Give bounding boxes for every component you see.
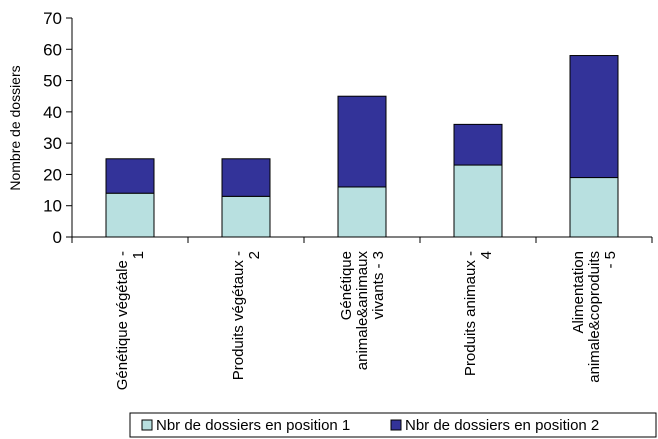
x-category-label: Produits végétaux - (230, 251, 247, 380)
y-axis-title: Nombre de dossiers (7, 65, 23, 190)
bar-segment-series-1 (453, 164, 503, 238)
x-category-label: vivants - 3 (370, 251, 387, 319)
y-tick-label: 10 (43, 197, 62, 216)
bar-segment-series-2 (569, 55, 619, 179)
x-category-label: 4 (478, 251, 495, 259)
legend-label-series-1: Nbr de dossiers en position 1 (156, 417, 350, 434)
bar-segment-series-2 (337, 95, 387, 188)
x-category-label: 1 (130, 251, 147, 259)
x-category-label: 2 (246, 251, 263, 259)
x-category-label: Génétique (338, 251, 355, 320)
axes (71, 18, 652, 238)
y-tick-label: 40 (43, 103, 62, 122)
x-category-label: Génétique végétale - (114, 251, 131, 390)
y-tick-label: 0 (53, 228, 62, 247)
legend-label-series-2: Nbr de dossiers en position 2 (405, 417, 599, 434)
y-tick-label: 20 (43, 165, 62, 184)
y-tick-label: 30 (43, 134, 62, 153)
y-tick-label: 60 (43, 40, 62, 59)
legend-swatch-series-1 (141, 419, 153, 431)
x-axis-ticks: Génétique végétale -1 Produits végétaux -… (71, 237, 653, 390)
x-category-label: - 5 (602, 251, 619, 269)
bar-segment-series-2 (105, 158, 155, 194)
bar-segment-series-1 (569, 177, 619, 238)
y-tick-label: 70 (43, 9, 62, 28)
x-category-label: animale&coproduits (586, 251, 603, 383)
bar-segment-series-2 (453, 123, 503, 166)
bar-segment-series-2 (221, 158, 271, 197)
x-category-label: animale&animaux (354, 251, 371, 371)
y-axis-ticks: 0 10 20 30 40 50 60 70 (43, 9, 72, 247)
x-category-label: Produits animaux - (462, 251, 479, 376)
x-category-label: Alimentation (570, 251, 587, 334)
bars (105, 55, 619, 238)
y-axis-title-text: Nombre de dossiers (7, 65, 23, 190)
y-tick-label: 50 (43, 72, 62, 91)
legend: Nbr de dossiers en position 1 Nbr de doss… (129, 412, 657, 438)
bar-segment-series-1 (221, 195, 271, 238)
legend-swatch-series-2 (390, 419, 402, 431)
bar-segment-series-1 (337, 186, 387, 238)
bar-segment-series-1 (105, 192, 155, 238)
